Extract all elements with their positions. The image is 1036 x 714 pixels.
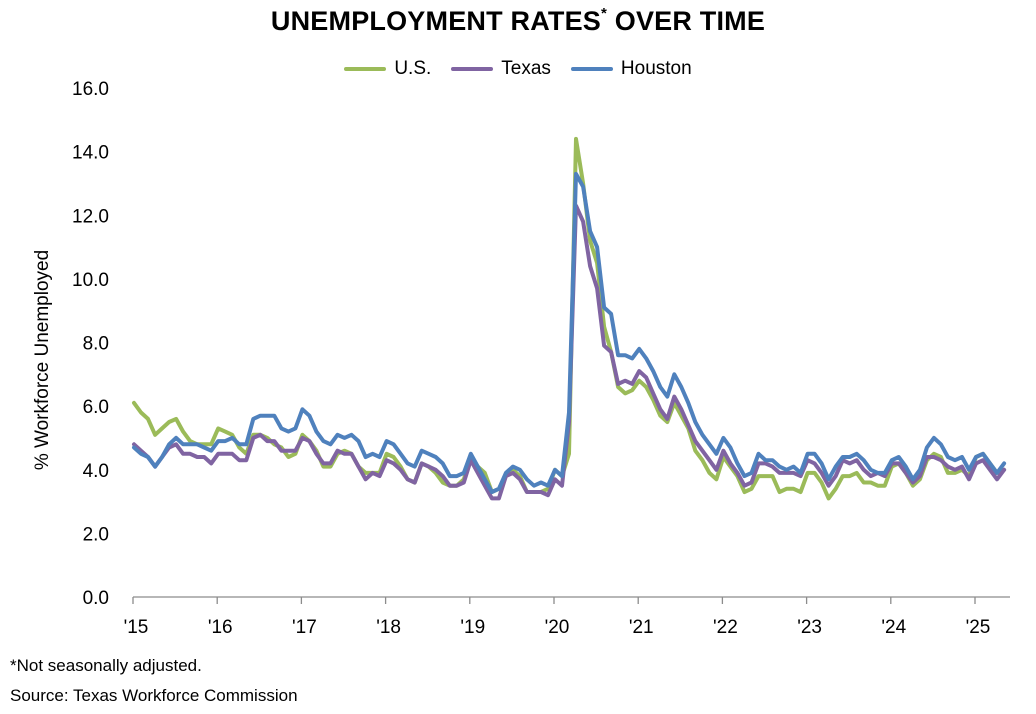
x-tick-label: '21: [629, 617, 654, 638]
x-tick-label: '19: [460, 617, 485, 638]
legend-item-houston: Houston: [570, 58, 692, 80]
series-line-us: [132, 136, 1007, 501]
x-tick-label: '17: [292, 617, 317, 638]
legend-item-us: U.S.: [344, 58, 431, 80]
x-tick-label: '24: [881, 617, 906, 638]
y-tick-label: 8.0: [83, 334, 109, 355]
x-tick-label: '15: [124, 617, 149, 638]
x-tick-label: '18: [376, 617, 401, 638]
legend-label-houston: Houston: [620, 58, 692, 79]
x-tick-label: '23: [797, 617, 822, 638]
x-axis: '15 '16 '17 '18 '19 '20 '21 '22 '23 '24 '25: [124, 596, 1010, 638]
legend-swatch-houston: [570, 67, 613, 71]
legend-label-us: U.S.: [394, 58, 432, 79]
legend-item-texas: Texas: [451, 58, 551, 80]
y-tick-label: 0.0: [83, 588, 109, 609]
y-tick-label: 14.0: [72, 143, 109, 164]
legend-label-texas: Texas: [501, 58, 551, 79]
y-tick-label: 16.0: [72, 79, 109, 100]
x-tick-label: '25: [966, 617, 991, 638]
source-note: Source: Texas Workforce Commission: [10, 686, 298, 705]
y-tick-label: 6.0: [83, 397, 109, 418]
x-tick-label: '20: [545, 617, 570, 638]
y-axis-ticks: 0.0 2.0 4.0 6.0 8.0 10.0 12.0 14.0 16.0: [72, 79, 109, 609]
chart-title-suffix: OVER TIME: [607, 6, 766, 36]
title-asterisk: *: [601, 5, 608, 22]
chart-title-text: UNEMPLOYMENT RATES: [270, 6, 602, 36]
y-tick-label: 4.0: [83, 461, 109, 482]
y-tick-label: 12.0: [72, 206, 109, 227]
y-tick-label: 2.0: [83, 524, 109, 545]
legend-swatch-us: [344, 67, 387, 71]
chart-title: UNEMPLOYMENT RATES* OVER TIME: [0, 5, 1036, 37]
footnote: *Not seasonally adjusted.: [10, 656, 202, 675]
y-tick-label: 10.0: [72, 270, 109, 291]
legend: U.S. Texas Houston: [0, 58, 1036, 80]
legend-swatch-texas: [451, 67, 494, 71]
x-tick-label: '22: [713, 617, 738, 638]
series-line-houston: [132, 171, 1007, 494]
x-tick-label: '16: [208, 617, 233, 638]
series-lines: [132, 136, 1007, 501]
